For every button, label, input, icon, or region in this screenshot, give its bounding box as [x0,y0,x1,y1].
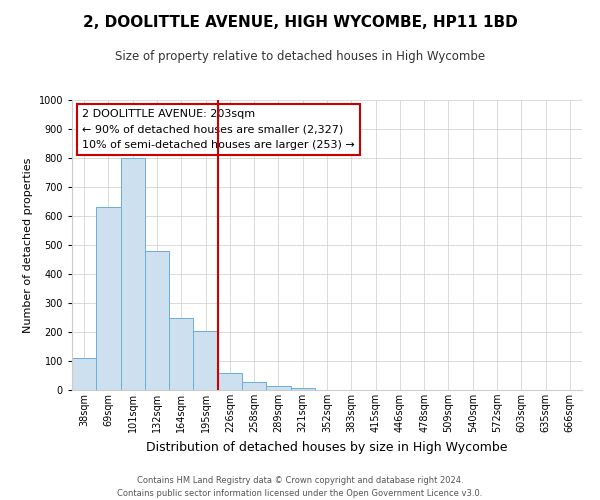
Bar [169,318,193,390]
Bar [72,358,96,390]
Y-axis label: Number of detached properties: Number of detached properties [23,158,33,332]
Bar [96,208,121,390]
Bar [121,158,145,390]
Bar [290,388,315,390]
Text: Size of property relative to detached houses in High Wycombe: Size of property relative to detached ho… [115,50,485,63]
Text: 2 DOOLITTLE AVENUE: 203sqm
← 90% of detached houses are smaller (2,327)
10% of s: 2 DOOLITTLE AVENUE: 203sqm ← 90% of deta… [82,108,355,150]
Bar [266,386,290,390]
Bar [218,372,242,390]
Text: Contains HM Land Registry data © Crown copyright and database right 2024.
Contai: Contains HM Land Registry data © Crown c… [118,476,482,498]
Bar [145,251,169,390]
Text: 2, DOOLITTLE AVENUE, HIGH WYCOMBE, HP11 1BD: 2, DOOLITTLE AVENUE, HIGH WYCOMBE, HP11 … [83,15,517,30]
X-axis label: Distribution of detached houses by size in High Wycombe: Distribution of detached houses by size … [146,440,508,454]
Bar [193,330,218,390]
Bar [242,382,266,390]
